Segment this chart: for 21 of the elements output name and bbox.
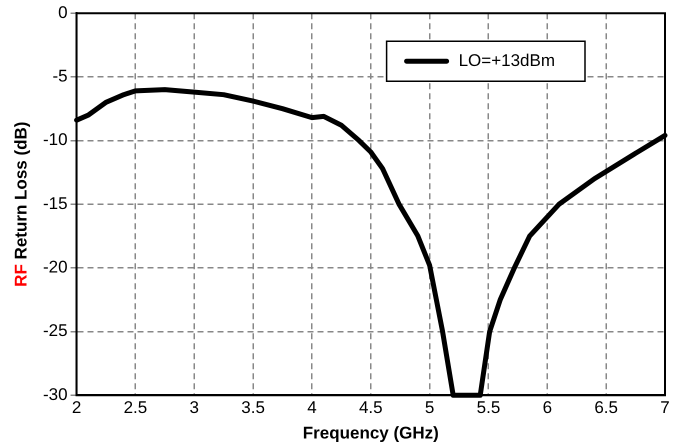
x-tick-label: 6: [542, 398, 552, 418]
y-tick-label: -10: [42, 130, 68, 150]
y-axis-title: RF Return Loss (dB): [12, 122, 31, 287]
x-tick-label: 3.5: [241, 398, 265, 418]
y-tick-label: -20: [42, 258, 68, 277]
x-tick-label: 5: [424, 398, 434, 418]
x-tick-label: 4: [307, 398, 317, 418]
x-tick-label: 6.5: [594, 398, 618, 418]
y-tick-label: -5: [52, 66, 68, 86]
x-axis-title: Frequency (GHz): [302, 423, 439, 442]
legend-label: LO=+13dBm: [458, 50, 556, 70]
y-tick-label: -25: [42, 321, 68, 340]
y-tick-label: -30: [42, 384, 68, 404]
x-tick-label: 2: [72, 398, 82, 418]
x-tick-label: 5.5: [476, 398, 500, 418]
y-tick-label: -15: [42, 194, 68, 213]
x-tick-label: 4.5: [358, 398, 383, 418]
x-tick-label: 7: [660, 398, 670, 418]
y-tick-label: 0: [58, 2, 68, 22]
x-tick-label: 3: [190, 398, 199, 418]
x-tick-label: 2.5: [124, 398, 148, 418]
